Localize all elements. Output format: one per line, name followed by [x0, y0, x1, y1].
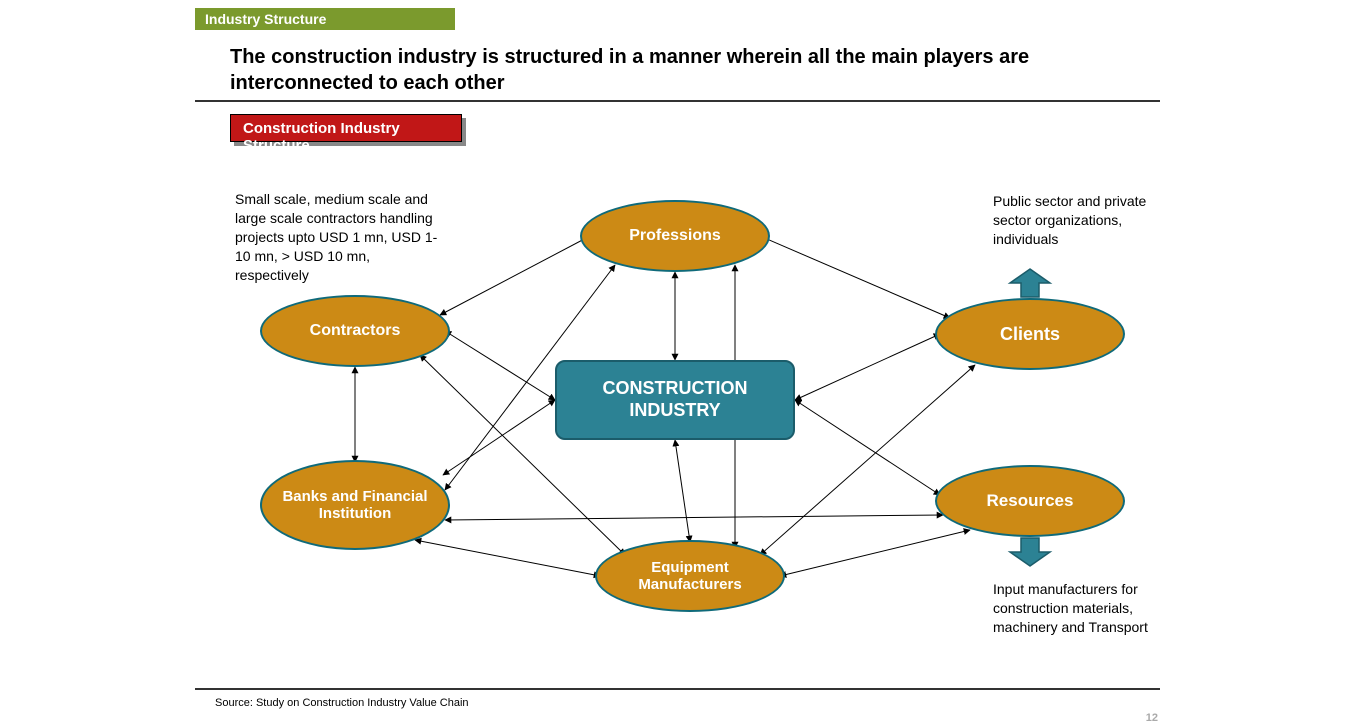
- edge-center-left-banks-right-upper: [443, 400, 555, 475]
- subtitle-label: Construction Industry Structure: [243, 120, 400, 154]
- block-arrow-arrow_resources_down: [1010, 538, 1050, 566]
- annotation-contractors_note: Small scale, medium scale and large scal…: [235, 190, 445, 284]
- edge-banks-br-equipment-left: [415, 540, 600, 576]
- subtitle-box: Construction Industry Structure: [230, 114, 462, 142]
- edge-equipment-right-resources-bl: [780, 530, 970, 576]
- annotation-resources_note: Input manufacturers for construction mat…: [993, 580, 1163, 637]
- diagram-canvas: CONSTRUCTION INDUSTRY Professions Contract…: [195, 170, 1160, 680]
- node-equipment: Equipment Manufacturers: [595, 540, 785, 612]
- annotation-clients_note: Public sector and private sector organiz…: [993, 192, 1153, 249]
- section-tag-label: Industry Structure: [205, 11, 326, 27]
- node-resources: Resources: [935, 465, 1125, 537]
- node-clients: Clients: [935, 298, 1125, 370]
- node-banks: Banks and Financial Institution: [260, 460, 450, 550]
- edge-banks-right-lower-resources-left-lower: [445, 515, 943, 520]
- section-tag: Industry Structure: [195, 8, 455, 30]
- block-arrow-arrow_clients_up: [1010, 269, 1050, 297]
- node-contractors: Contractors: [260, 295, 450, 367]
- edge-center-left-contractors-right: [445, 331, 555, 400]
- edge-center-bottom-equipment-top: [675, 440, 690, 542]
- horizontal-rule-top: [195, 100, 1160, 102]
- center-node: CONSTRUCTION INDUSTRY: [555, 360, 795, 440]
- page-title: The construction industry is structured …: [230, 44, 1130, 96]
- source-note: Source: Study on Construction Industry V…: [215, 697, 469, 709]
- edge-center-right-clients-left: [795, 334, 940, 400]
- horizontal-rule-bottom: [195, 688, 1160, 690]
- page-number: 12: [1146, 712, 1158, 724]
- edge-professions-right-clients-left-upper: [760, 236, 950, 318]
- node-professions: Professions: [580, 200, 770, 272]
- edge-professions-left-contractors-right-upper: [440, 236, 590, 315]
- edge-center-right-resources-left: [795, 400, 940, 495]
